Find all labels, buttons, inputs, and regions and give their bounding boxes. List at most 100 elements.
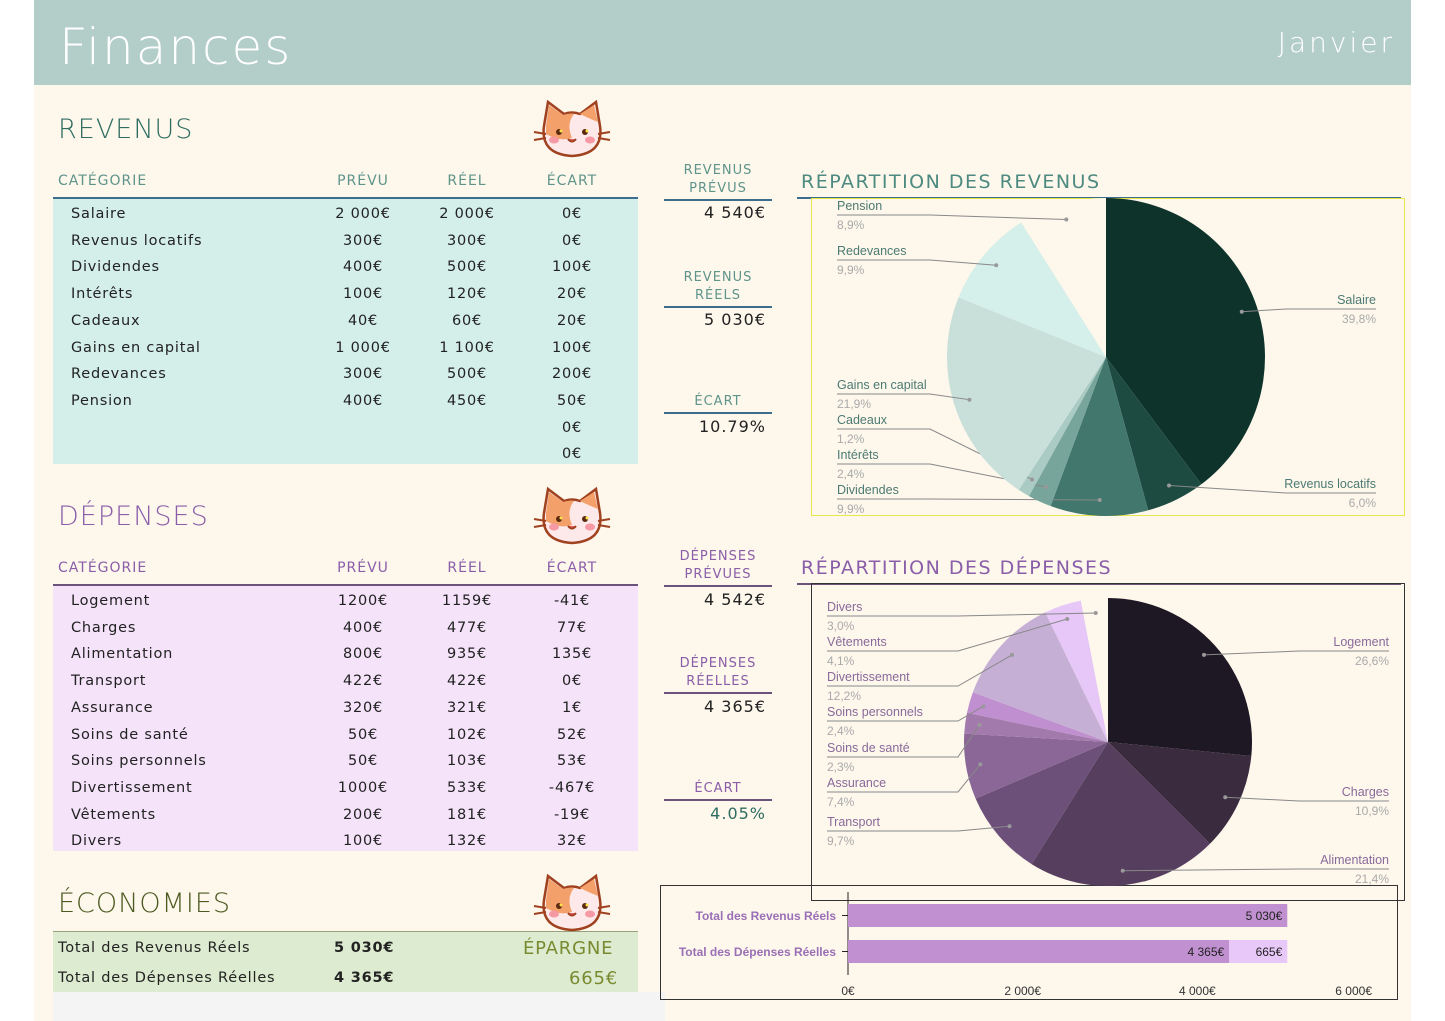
ecart-cell: 32€ <box>556 833 588 850</box>
table-row[interactable]: Soins personnels 50€ 103€ 53€ <box>53 749 638 775</box>
pie-slice[interactable] <box>1018 357 1106 497</box>
slice-name: Salaire <box>1337 293 1376 307</box>
category-cell: Soins de santé <box>71 726 189 743</box>
table-row[interactable]: Logement 1200€ 1159€ -41€ <box>53 589 638 615</box>
slice-name: Cadeaux <box>837 413 888 427</box>
table-row[interactable]: 0€ <box>53 416 638 442</box>
cat-icon <box>533 99 611 158</box>
slice-percent: 6,0% <box>1348 496 1376 510</box>
category-label: Total des Revenus Réels <box>696 909 837 923</box>
table-row[interactable]: Revenus locatifs 300€ 300€ 0€ <box>53 229 638 255</box>
reel-cell: 102€ <box>446 726 488 743</box>
table-row[interactable]: Pension 400€ 450€ 50€ <box>53 389 638 415</box>
leader-dot <box>1065 616 1070 621</box>
pie-label: Transport 9,7% <box>827 815 880 848</box>
pie-slice[interactable] <box>1028 357 1106 507</box>
pie-slice[interactable] <box>1108 598 1252 757</box>
reel-cell: 1159€ <box>441 593 493 609</box>
pie-slice[interactable] <box>1045 600 1108 742</box>
pie-slice[interactable] <box>1031 742 1210 886</box>
economies-label: Total des Dépenses Réelles <box>58 970 276 986</box>
table-row[interactable]: Salaire 2 000€ 2 000€ 0€ <box>53 202 638 228</box>
category-cell: Divertissement <box>71 779 193 796</box>
table-row[interactable]: Dividendes 400€ 500€ 100€ <box>53 255 638 281</box>
table-row[interactable]: Charges 400€ 477€ 77€ <box>53 616 638 642</box>
category-cell: Assurance <box>71 699 154 716</box>
pie-slice[interactable] <box>1021 198 1106 357</box>
slice-name: Pension <box>837 199 883 213</box>
economies-title: ÉCONOMIES <box>58 888 232 919</box>
pie-label: Assurance 7,4% <box>827 776 886 809</box>
table-row[interactable]: Vêtements 200€ 181€ -19€ <box>53 803 638 829</box>
reel-cell: 60€ <box>451 312 483 329</box>
table-row[interactable]: Divertissement 1000€ 533€ -467€ <box>53 776 638 802</box>
economies-table: Total des Revenus Réels 5 030€ ÉPARGNE T… <box>53 931 638 992</box>
month-selector[interactable]: Janvier <box>1277 26 1395 59</box>
table-row[interactable]: Divers 100€ 132€ 32€ <box>53 829 638 855</box>
bar-chart-frame[interactable] <box>660 885 1398 1000</box>
leader-dot <box>1201 652 1206 657</box>
x-tick-label: 4 000€ <box>1179 984 1216 998</box>
bar-segment[interactable] <box>848 904 1288 927</box>
reel-cell: 132€ <box>446 833 488 850</box>
slice-percent: 21,9% <box>837 397 872 411</box>
pie-label: Soins personnels 2,4% <box>827 705 923 738</box>
pie-slice[interactable] <box>1106 198 1265 485</box>
pie-slice[interactable] <box>964 712 1108 742</box>
pie-slice[interactable] <box>1080 598 1108 742</box>
prevu-cell: 50€ <box>347 753 379 770</box>
table-row[interactable]: Assurance 320€ 321€ 1€ <box>53 696 638 722</box>
pie-slice[interactable] <box>964 733 1108 799</box>
pie-label: Alimentation 21,4% <box>1320 853 1389 886</box>
table-row[interactable]: Transport 422€ 422€ 0€ <box>53 669 638 695</box>
kpi-revenus-ecart-label: ÉCART <box>664 393 772 414</box>
reel-cell: 103€ <box>446 753 488 770</box>
pie-label: Dividendes 9,9% <box>837 483 899 516</box>
table-row[interactable]: Alimentation 800€ 935€ 135€ <box>53 642 638 668</box>
epargne-label: ÉPARGNE <box>523 938 614 959</box>
ecart-cell: 0€ <box>561 232 583 249</box>
bar-value-label: 665€ <box>1256 945 1283 959</box>
leader-line <box>1241 308 1376 313</box>
table-row[interactable]: Cadeaux 40€ 60€ 20€ <box>53 309 638 335</box>
pie-label: Cadeaux 1,2% <box>837 413 887 446</box>
bar-segment[interactable] <box>848 940 1230 963</box>
pie-slice[interactable] <box>958 222 1106 357</box>
table-row[interactable]: 0€ <box>53 442 638 468</box>
prevu-cell: 800€ <box>342 646 384 663</box>
table-row[interactable]: Redevances 300€ 500€ 200€ <box>53 362 638 388</box>
slice-percent: 12,2% <box>827 689 862 703</box>
table-row[interactable]: Gains en capital 1 000€ 1 100€ 100€ <box>53 336 638 362</box>
kpi-depenses-prevues-label: DÉPENSES PRÉVUES <box>664 548 772 587</box>
prevu-cell: 50€ <box>347 726 379 743</box>
blank-cell <box>53 992 665 1021</box>
reel-cell: 321€ <box>446 699 488 716</box>
bar-segment[interactable] <box>1229 940 1288 963</box>
leader-line <box>837 393 970 401</box>
table-row[interactable]: Intérêts 100€ 120€ 20€ <box>53 282 638 308</box>
slice-percent: 2,3% <box>827 760 855 774</box>
slice-percent: 4,1% <box>827 654 855 668</box>
ecart-cell: 0€ <box>561 446 583 463</box>
kpi-depenses-prevues: 4 542€ <box>704 590 766 609</box>
category-label: Total des Dépenses Réelles <box>679 945 837 959</box>
category-cell: Charges <box>71 619 137 636</box>
depenses-chart-frame[interactable] <box>811 583 1405 901</box>
pie-slice[interactable] <box>1108 742 1252 844</box>
pie-slice[interactable] <box>972 612 1108 742</box>
pie-slice[interactable] <box>1050 357 1149 516</box>
pie-slice[interactable] <box>967 692 1108 742</box>
leader-dot <box>977 723 982 728</box>
pie-slice[interactable] <box>975 742 1108 865</box>
ecart-cell: -41€ <box>553 593 591 609</box>
pie-slice[interactable] <box>946 297 1106 490</box>
pie-slice[interactable] <box>1106 357 1202 511</box>
table-row[interactable]: Soins de santé 50€ 102€ 52€ <box>53 723 638 749</box>
category-cell: Redevances <box>71 366 167 383</box>
ecart-cell: 100€ <box>551 339 593 356</box>
leader-dot <box>1030 477 1035 482</box>
slice-percent: 21,4% <box>1354 872 1389 886</box>
category-cell: Salaire <box>71 206 127 222</box>
category-cell: Transport <box>71 673 147 690</box>
slice-name: Revenus locatifs <box>1284 477 1376 491</box>
